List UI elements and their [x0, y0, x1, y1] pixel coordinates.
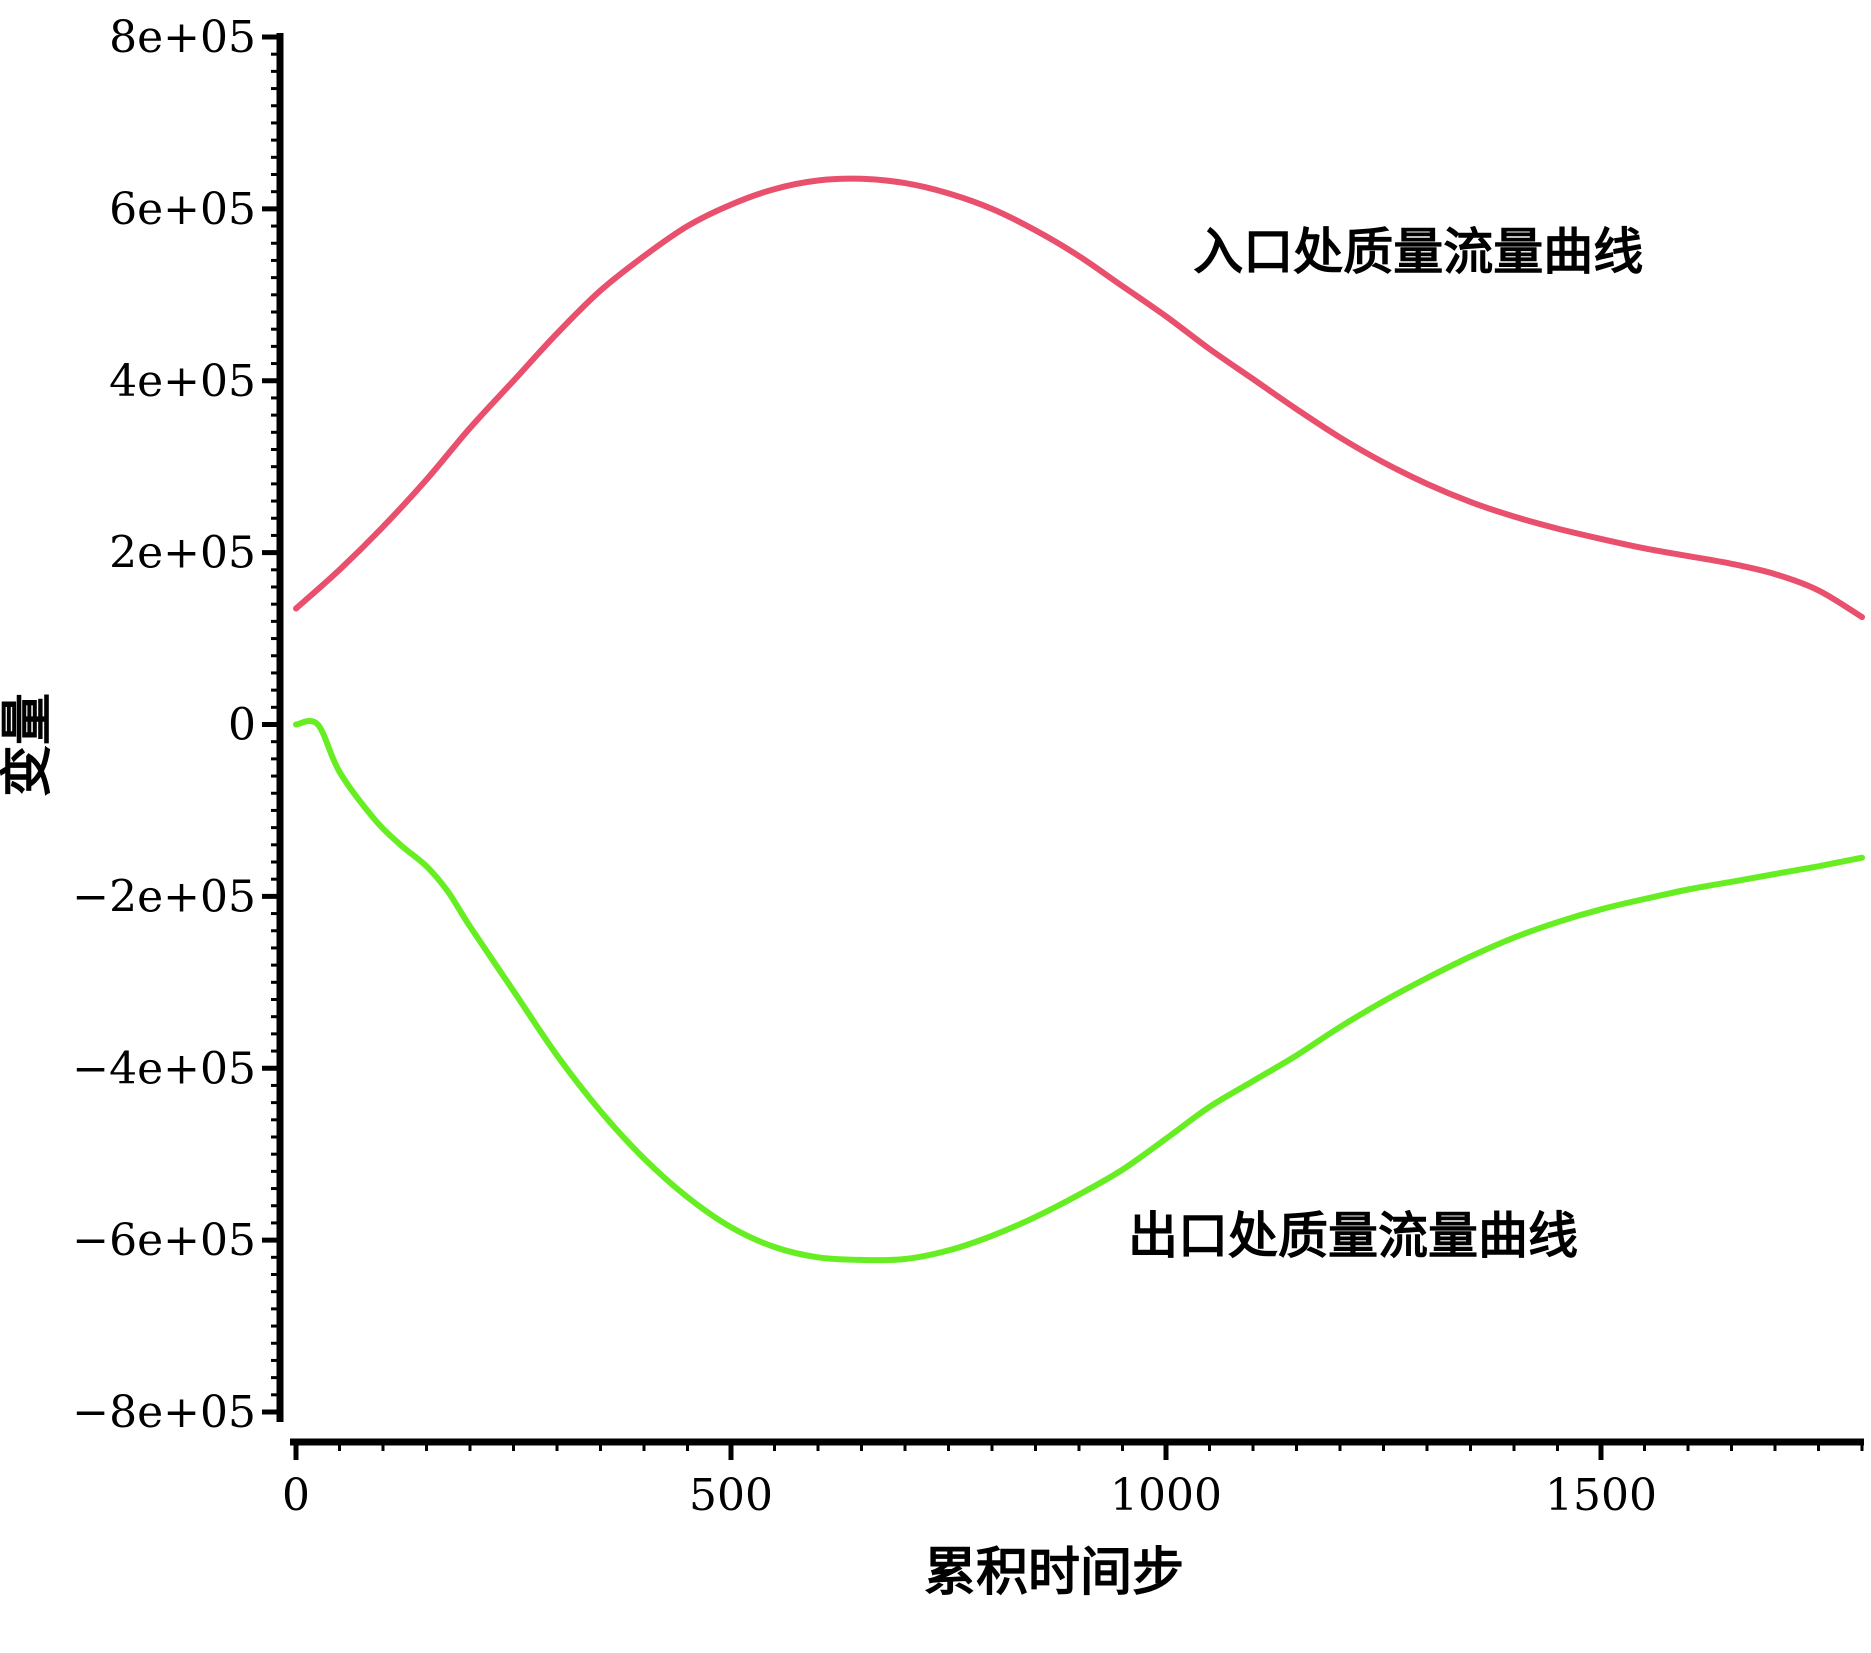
- x-axis: 0 500 1000 1500: [282, 1438, 1864, 1521]
- series-layer: [293, 175, 1865, 1264]
- y-tick-label: 0: [228, 700, 256, 751]
- series-label-2: 出口处质量流量曲线: [1128, 1207, 1578, 1265]
- series-line-1: [293, 175, 1865, 621]
- x-tick-label: 0: [282, 1470, 310, 1521]
- series-line-2: [293, 718, 1865, 1264]
- y-tick-label: 6e+05: [109, 184, 256, 235]
- y-tick-label: 8e+05: [109, 12, 256, 63]
- y-tick-label: −4e+05: [72, 1043, 256, 1094]
- x-tick-label: 1500: [1545, 1470, 1657, 1521]
- series-label-1: 入口处质量流量曲线: [1193, 223, 1643, 281]
- x-tick-label: 500: [689, 1470, 773, 1521]
- y-tick-label: −6e+05: [72, 1215, 256, 1266]
- y-tick-label: 2e+05: [109, 528, 256, 579]
- y-axis-title: 变量: [0, 693, 58, 797]
- y-tick-label: 4e+05: [109, 356, 256, 407]
- y-axis: 8e+05 6e+05 4e+05 2e+05 0 −2e+05 −4e+05 −6e+05 −…: [72, 12, 284, 1438]
- x-tick-label: 1000: [1110, 1470, 1222, 1521]
- y-tick-label: −2e+05: [72, 871, 256, 922]
- y-tick-label: −8e+05: [72, 1387, 256, 1438]
- x-axis-title: 累积时间步: [924, 1543, 1184, 1603]
